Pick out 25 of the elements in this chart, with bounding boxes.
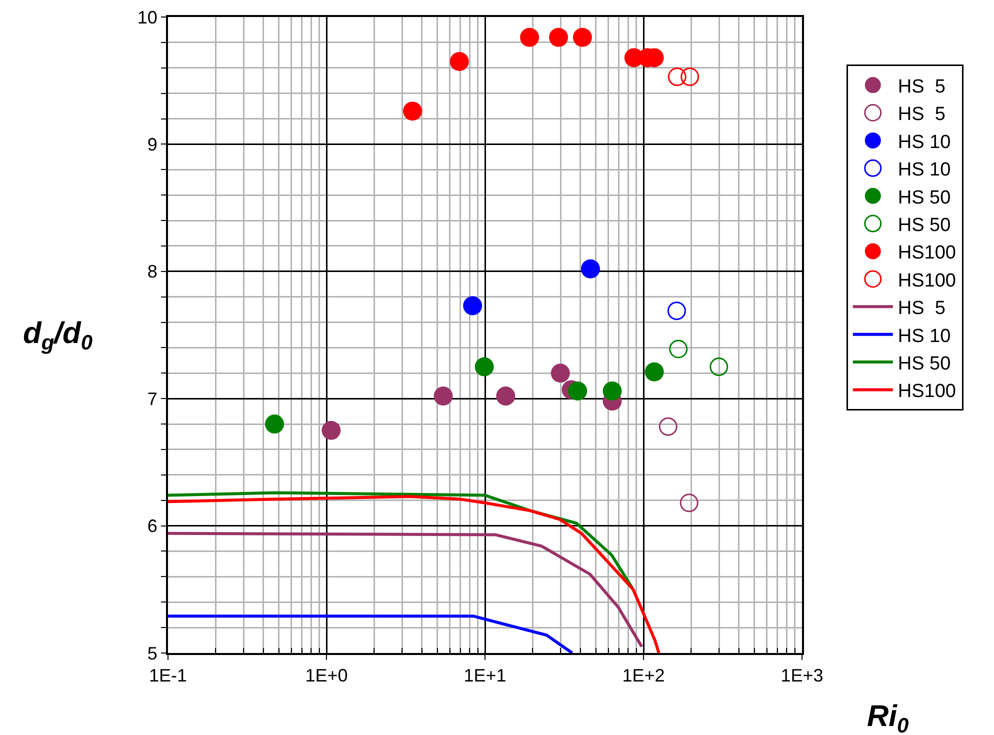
y-tick-label: 10	[137, 7, 158, 28]
x-tick-label: 1E-1	[148, 666, 188, 686]
legend-label: HS 50	[898, 187, 951, 208]
y-tick-label: 5	[147, 643, 158, 664]
y-axis-title: d$_{g}$/d$_{0}$	[23, 317, 93, 354]
y-tick-label: 7	[147, 388, 158, 409]
legend-label: HS100	[898, 381, 956, 402]
legend-label: HS100	[898, 242, 956, 264]
x-tick-label: 1E+2	[622, 666, 665, 686]
y-tick-label: 9	[147, 134, 158, 154]
legend-label: HS 50	[898, 353, 951, 374]
legend-label: HS 50	[898, 214, 951, 236]
legend-label: HS 5	[898, 76, 946, 98]
x-tick-label: 1E+0	[305, 666, 348, 686]
x-tick-label: 1E+1	[464, 666, 506, 686]
legend-label: HS 10	[898, 132, 951, 153]
legend-label: HS 10	[898, 326, 951, 347]
legend-label: HS 5	[898, 104, 946, 126]
y-tick-label: 6	[147, 516, 158, 536]
legend-label: HS 10	[898, 160, 951, 181]
legend-label: HS 5	[898, 298, 946, 320]
x-tick-label: 1E+3	[780, 666, 824, 686]
x-axis-title: Ri$_{0}$	[867, 700, 909, 735]
y-tick-label: 8	[147, 262, 158, 282]
legend-label: HS100	[898, 270, 956, 292]
